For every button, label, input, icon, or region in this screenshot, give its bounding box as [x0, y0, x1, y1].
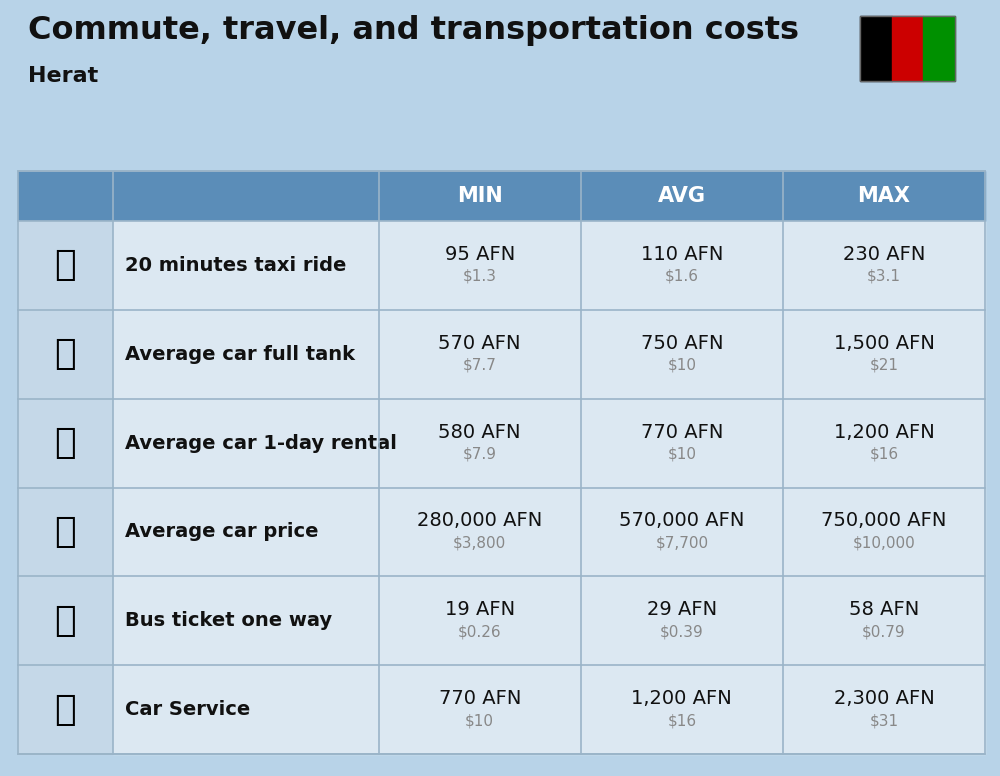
Text: Commute, travel, and transportation costs: Commute, travel, and transportation cost… — [28, 15, 799, 46]
Bar — [783, 577, 985, 665]
Text: 280,000 AFN: 280,000 AFN — [417, 511, 542, 531]
Text: 770 AFN: 770 AFN — [439, 689, 521, 708]
Text: 1,200 AFN: 1,200 AFN — [631, 689, 732, 708]
Text: 750 AFN: 750 AFN — [641, 334, 723, 353]
Text: MIN: MIN — [457, 186, 503, 206]
Text: $1.6: $1.6 — [665, 269, 699, 284]
Text: Bus ticket one way: Bus ticket one way — [125, 611, 332, 630]
Text: $0.79: $0.79 — [862, 624, 906, 639]
Bar — [581, 577, 783, 665]
Text: Average car price: Average car price — [125, 522, 318, 542]
Text: $0.26: $0.26 — [458, 624, 502, 639]
Bar — [113, 310, 379, 399]
Text: $7.9: $7.9 — [463, 446, 497, 462]
Text: Average car 1-day rental: Average car 1-day rental — [125, 434, 397, 452]
Bar — [379, 399, 581, 487]
Bar — [783, 310, 985, 399]
Text: AVG: AVG — [658, 186, 706, 206]
Text: 19 AFN: 19 AFN — [445, 601, 515, 619]
Text: 58 AFN: 58 AFN — [849, 601, 919, 619]
Text: 570,000 AFN: 570,000 AFN — [619, 511, 745, 531]
Bar — [379, 310, 581, 399]
Text: 🔧: 🔧 — [55, 693, 76, 726]
Text: $3.1: $3.1 — [867, 269, 901, 284]
Text: $31: $31 — [869, 713, 899, 728]
Bar — [113, 665, 379, 754]
Bar — [18, 487, 113, 577]
Bar — [860, 16, 955, 81]
Text: 110 AFN: 110 AFN — [641, 245, 723, 264]
Bar — [379, 665, 581, 754]
Text: 580 AFN: 580 AFN — [438, 423, 521, 442]
Text: $0.39: $0.39 — [660, 624, 704, 639]
Text: 20 minutes taxi ride: 20 minutes taxi ride — [125, 256, 346, 275]
Bar — [18, 171, 379, 221]
Bar — [783, 171, 985, 221]
Bar — [581, 171, 783, 221]
Text: 770 AFN: 770 AFN — [641, 423, 723, 442]
Text: 750,000 AFN: 750,000 AFN — [821, 511, 947, 531]
Text: $7.7: $7.7 — [463, 358, 497, 372]
Text: $16: $16 — [667, 713, 696, 728]
Text: Average car full tank: Average car full tank — [125, 345, 355, 364]
Bar — [18, 221, 113, 310]
Bar — [783, 221, 985, 310]
Bar — [581, 221, 783, 310]
Text: $21: $21 — [869, 358, 898, 372]
Text: $10,000: $10,000 — [853, 535, 915, 550]
Bar — [18, 665, 113, 754]
Bar — [113, 399, 379, 487]
Bar — [860, 16, 892, 81]
Bar — [379, 171, 581, 221]
Text: $3,800: $3,800 — [453, 535, 506, 550]
Bar — [113, 577, 379, 665]
Bar — [113, 487, 379, 577]
Bar — [18, 577, 113, 665]
Text: 🚗: 🚗 — [55, 426, 76, 460]
Bar — [18, 171, 985, 754]
Bar — [783, 487, 985, 577]
Text: 570 AFN: 570 AFN — [438, 334, 521, 353]
Text: 230 AFN: 230 AFN — [843, 245, 925, 264]
Bar — [18, 399, 113, 487]
Bar — [581, 310, 783, 399]
Text: Car Service: Car Service — [125, 700, 250, 719]
Bar — [783, 399, 985, 487]
Text: $10: $10 — [667, 358, 696, 372]
Text: $16: $16 — [869, 446, 899, 462]
Bar — [379, 487, 581, 577]
Bar — [379, 577, 581, 665]
Text: $7,700: $7,700 — [655, 535, 708, 550]
Text: 1,200 AFN: 1,200 AFN — [834, 423, 934, 442]
Text: 2,300 AFN: 2,300 AFN — [834, 689, 934, 708]
Bar — [892, 16, 923, 81]
Bar — [581, 399, 783, 487]
Text: 🚌: 🚌 — [55, 604, 76, 638]
Bar — [18, 310, 113, 399]
Text: Herat: Herat — [28, 66, 98, 86]
Bar — [581, 487, 783, 577]
Text: $10: $10 — [465, 713, 494, 728]
Text: 29 AFN: 29 AFN — [647, 601, 717, 619]
Text: ⛽: ⛽ — [55, 338, 76, 371]
Bar — [379, 221, 581, 310]
Text: 🚕: 🚕 — [55, 248, 76, 282]
Text: 🚗: 🚗 — [55, 515, 76, 549]
Bar — [113, 221, 379, 310]
Bar — [581, 665, 783, 754]
Text: 1,500 AFN: 1,500 AFN — [834, 334, 934, 353]
Text: 95 AFN: 95 AFN — [445, 245, 515, 264]
Bar — [783, 665, 985, 754]
Text: $10: $10 — [667, 446, 696, 462]
Text: $1.3: $1.3 — [463, 269, 497, 284]
Bar — [923, 16, 955, 81]
Text: MAX: MAX — [857, 186, 910, 206]
